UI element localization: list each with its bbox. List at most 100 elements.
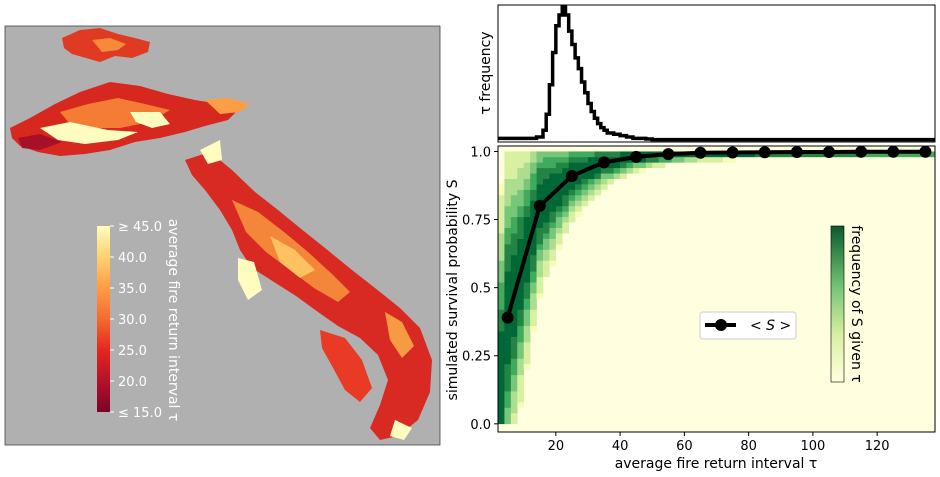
heatmap-cell [832, 151, 839, 158]
heatmap-cell [555, 233, 563, 239]
fire-return-map [10, 28, 432, 440]
heatmap-cell [510, 156, 518, 163]
heatmap-cell [587, 178, 595, 185]
heatmap-cell [523, 200, 531, 207]
heatmap-cell [555, 156, 563, 163]
heatmap-cell [510, 162, 518, 169]
heatmap-cell [504, 391, 512, 397]
heatmap-cell [542, 216, 550, 223]
heatmap-cell [498, 314, 505, 321]
heatmap-cell [536, 233, 544, 239]
heatmap-cell [504, 402, 512, 408]
heatmap-cell [536, 287, 544, 294]
heatmap-cell [864, 151, 872, 158]
heatmap-cell [517, 380, 525, 386]
heatmap-cell [542, 184, 550, 190]
heatmap-cell [517, 211, 525, 218]
heatmap-cell [517, 254, 525, 261]
heatmap-cell [607, 162, 614, 169]
heatmap-cell [498, 369, 505, 376]
heatmap-cell [607, 151, 614, 158]
heatmap-cell [555, 162, 563, 169]
heatmap-cell [504, 244, 512, 250]
heatmap-cell [510, 309, 518, 316]
heatmap-cell [536, 222, 544, 229]
heatmap-cell [594, 189, 602, 196]
heatmap-cell [523, 287, 531, 294]
heatmap-cell [504, 336, 512, 343]
heatmap-cell [671, 156, 679, 163]
heatmap-cell [555, 216, 563, 223]
heatmap-cell [549, 249, 557, 256]
heatmap-cell [613, 167, 621, 174]
heatmap-cell [523, 205, 531, 212]
heatmap-cell [562, 173, 569, 179]
heatmap-cell [510, 374, 518, 381]
heatmap-cell [536, 173, 544, 179]
heatmap-cell [722, 156, 730, 163]
heatmap-cell [504, 342, 512, 348]
heatmap-cell [555, 222, 563, 229]
heatmap-cell [510, 227, 518, 234]
map-panel: ≥ 45.0 40.0 35.0 30.0 25.0 20.0 ≤ 15.0 average… [4, 25, 441, 446]
heatmap-cell [498, 412, 505, 419]
heatmap-cell [845, 151, 852, 158]
heatmap-cell [498, 227, 505, 234]
heatmap-cell [581, 151, 589, 158]
heatmap-cell [510, 282, 518, 288]
heatmap-cell [504, 222, 512, 229]
heatmap-cell [517, 216, 525, 223]
heatmap-cell [510, 195, 518, 201]
heatmap-cell [575, 151, 582, 158]
heatmap-cell [504, 407, 512, 414]
heatmap-cell [510, 412, 518, 419]
heatmap-cell [510, 347, 518, 354]
heatmap-cell [504, 167, 512, 174]
mean-curve-point [887, 145, 900, 158]
heatmap-cell [626, 151, 634, 158]
heatmap-cell [504, 374, 512, 381]
heatmap-cell [517, 167, 525, 174]
heatmap-cell [510, 358, 518, 365]
heatmap-cell [510, 151, 518, 158]
heatmap-cell [587, 151, 595, 158]
heatmap-colorbar-gradient [830, 225, 845, 383]
heatmap-cell [555, 244, 563, 250]
heatmap-cell [549, 151, 557, 158]
heatmap-cell [498, 222, 505, 229]
heatmap-cell [568, 189, 576, 196]
heatmap-cell [530, 244, 537, 250]
heatmap-cell [812, 151, 820, 158]
heatmap-cell [587, 162, 595, 169]
map-colorbar-tick-label: ≥ 45.0 [118, 220, 162, 235]
heatmap-cell [542, 249, 550, 256]
heatmap-cell [498, 418, 505, 425]
heatmap-cell [523, 347, 531, 354]
heatmap-cell [530, 254, 537, 261]
heatmap-cell [767, 151, 775, 158]
histogram-ylabel: τ frequency [478, 31, 494, 114]
heatmap-cell [504, 287, 512, 294]
map-background [4, 25, 441, 446]
heatmap-cell [902, 151, 910, 158]
heatmap-cell [530, 309, 537, 316]
heatmap-cell [523, 151, 531, 158]
heatmap-cell [883, 151, 891, 158]
heatmap-cell [562, 216, 569, 223]
heatmap-cell [542, 265, 550, 272]
heatmap-cell [517, 173, 525, 179]
mean-curve-point [533, 199, 546, 212]
heatmap-cell [536, 211, 544, 218]
heatmap-cell [542, 151, 550, 158]
heatmap-cell [587, 156, 595, 163]
heatmap-cell [523, 325, 531, 332]
legend-box [699, 311, 797, 340]
heatmap-cell [510, 216, 518, 223]
heatmap-cell [498, 374, 505, 381]
heatmap-cell [498, 200, 505, 207]
heatmap-cell [536, 167, 544, 174]
heatmap-cell [517, 205, 525, 212]
heatmap-cell [517, 156, 525, 163]
y-tick-label: 0.25 [462, 350, 491, 365]
heatmap-cell [716, 156, 724, 163]
